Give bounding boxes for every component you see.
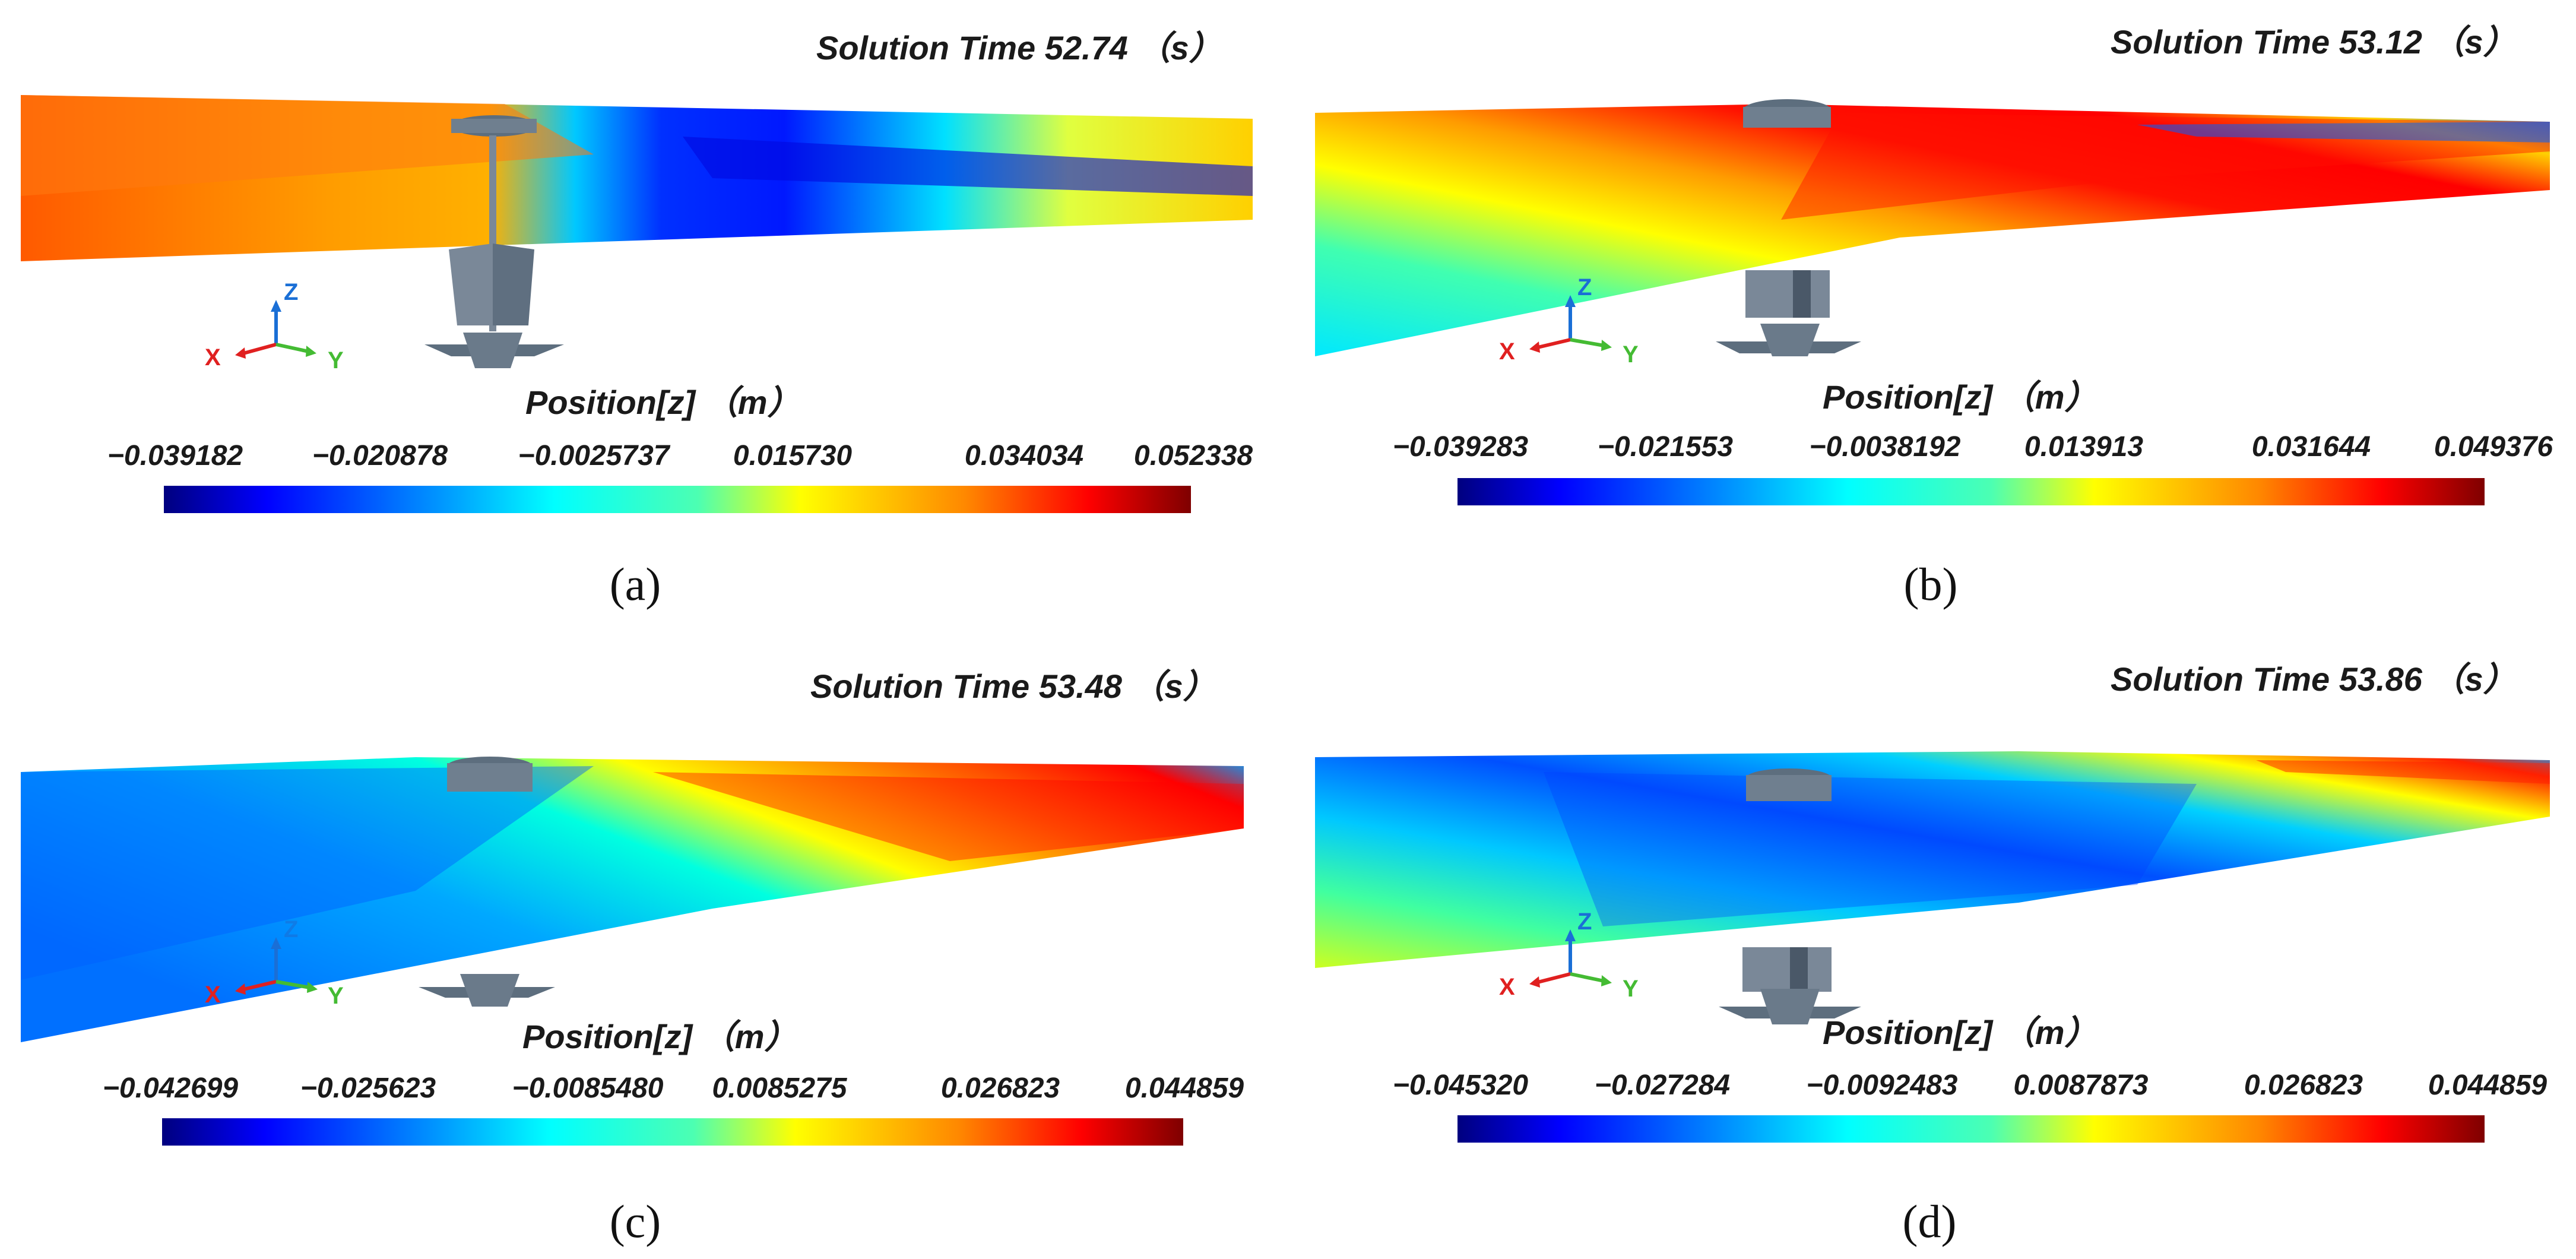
legend-title: Position[z] （m） [1823,378,2098,416]
legend-tick: −0.0025737 [518,440,671,472]
legend-tick: 0.034034 [965,440,1083,472]
surface-contour [21,95,1253,261]
legend-tick: −0.045320 [1393,1070,1529,1101]
z-axis-label: Z [284,916,298,942]
turbine-model [1716,99,1861,356]
z-axis-label: Z [1577,274,1592,300]
y-axis-label: Y [1623,976,1639,1002]
z-axis-label: Z [1577,909,1592,935]
legend-tick: −0.027284 [1595,1070,1730,1101]
panel-label: (d) [1903,1195,1957,1247]
legend-tick: −0.042699 [103,1073,239,1104]
legend-tick: −0.039283 [1393,431,1529,463]
panel-a: Solution Time 52.74 （s） Z X Y Po [21,29,1253,610]
y-axis-label: Y [328,347,344,374]
panel-label: (a) [610,558,661,610]
colorbar [164,486,1191,513]
x-axis-label: X [205,344,221,371]
panel-label: (b) [1904,558,1958,610]
y-axis-label: Y [1623,341,1639,368]
legend-tick: 0.052338 [1134,440,1253,472]
x-axis-label: X [205,982,221,1008]
legend-tick: 0.026823 [941,1073,1060,1104]
axis-triad: Z X Y [1499,909,1639,1002]
legend-tick: −0.025623 [300,1073,436,1104]
legend-ticks: −0.045320 −0.027284 −0.0092483 0.0087873… [1393,1070,2548,1101]
legend-tick: 0.015730 [733,440,853,472]
panel-b: Solution Time 53.12 （s） Z X Y Position[ [1315,23,2553,610]
colorbar [1457,478,2485,505]
legend-tick: −0.021553 [1598,431,1734,463]
legend-tick: 0.013913 [2024,431,2144,463]
legend-ticks: −0.039283 −0.021553 −0.0038192 0.013913 … [1393,431,2553,463]
legend-title: Position[z] （m） [522,1018,798,1055]
legend-tick: 0.0085275 [712,1073,848,1104]
x-axis-label: X [1499,974,1515,1000]
colorbar [162,1118,1183,1146]
legend-tick: −0.0038192 [1810,431,1961,463]
legend-ticks: −0.039182 −0.020878 −0.0025737 0.015730 … [107,440,1253,472]
solution-time-title: Solution Time 52.74 （s） [816,29,1222,67]
surface-contour [1315,104,2550,356]
turbine-model [1719,768,1861,1024]
axis-triad: Z X Y [205,279,344,374]
turbine-model [419,757,555,1007]
solution-time-title: Solution Time 53.12 （s） [2111,23,2517,61]
legend-tick: 0.0087873 [2014,1070,2149,1101]
legend-tick: −0.0085480 [512,1073,664,1104]
colorbar [1457,1115,2485,1143]
legend-tick: 0.044859 [2428,1070,2548,1101]
legend-tick: 0.031644 [2252,431,2371,463]
turbine-model [424,115,564,368]
legend-tick: −0.0092483 [1807,1070,1958,1101]
axis-triad: Z X Y [205,916,344,1009]
panel-c: Solution Time 53.48 （s） Z X Y Position[z… [21,668,1244,1247]
legend-title: Position[z] （m） [525,384,801,421]
legend-tick: 0.049376 [2434,431,2553,463]
legend-tick: 0.026823 [2244,1070,2363,1101]
legend-tick: −0.039182 [107,440,243,472]
surface-contour [21,757,1244,1042]
surface-contour [1315,751,2550,968]
legend-ticks: −0.042699 −0.025623 −0.0085480 0.0085275… [103,1073,1244,1104]
legend-tick: −0.020878 [312,440,448,472]
panel-label: (c) [610,1195,661,1247]
y-axis-label: Y [328,983,344,1009]
solution-time-title: Solution Time 53.86 （s） [2111,660,2517,698]
z-axis-label: Z [284,279,298,305]
legend-tick: 0.044859 [1125,1073,1244,1104]
legend-title: Position[z] （m） [1823,1014,2098,1051]
panel-d: Solution Time 53.86 （s） Z X Y Position[ [1315,660,2550,1247]
solution-time-title: Solution Time 53.48 （s） [810,668,1216,705]
x-axis-label: X [1499,339,1515,365]
axis-triad: Z X Y [1499,274,1639,368]
